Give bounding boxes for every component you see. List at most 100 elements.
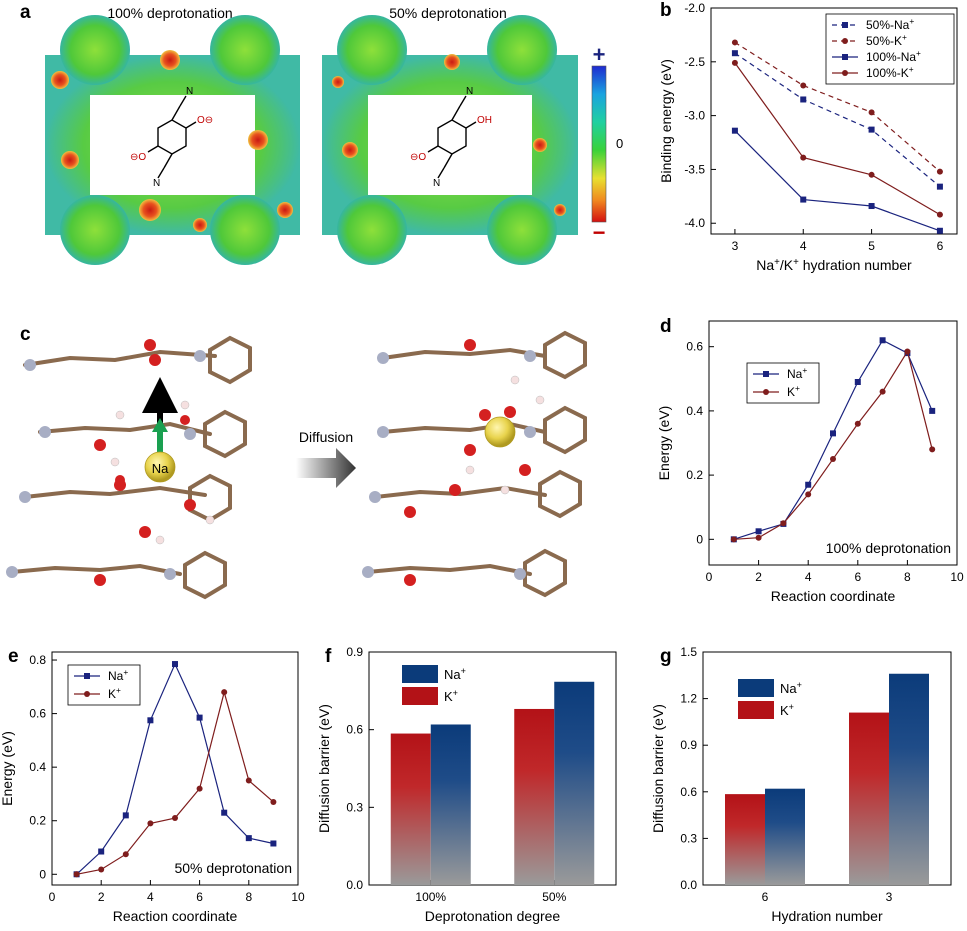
series-line — [734, 130, 941, 232]
chart-g-ytick-label: 1.5 — [680, 645, 697, 659]
panel-a-letter: a — [20, 2, 31, 23]
data-point — [172, 661, 178, 668]
chart-e-xlabel: Reaction coordinate — [113, 908, 238, 924]
data-point — [800, 96, 807, 103]
chart-d-xtick-label: 10 — [950, 570, 964, 584]
data-point — [221, 689, 228, 696]
data-point — [929, 407, 936, 414]
legend-label: Na+ — [108, 667, 128, 683]
chart-f-ytick-label: 0.9 — [346, 645, 363, 659]
chart-g-ytick-label: 0.6 — [680, 785, 697, 799]
esp-map-100 — [45, 15, 300, 265]
esp-map-50 — [322, 15, 578, 265]
chart-d-frame — [708, 320, 958, 566]
chart-d-xtick-label: 0 — [706, 570, 713, 584]
data-point — [800, 154, 807, 161]
chart-d-xtick-label: 6 — [854, 570, 861, 584]
series-k- — [73, 689, 277, 878]
data-point — [879, 337, 886, 344]
chart-b-ytick-label: -2.5 — [684, 55, 705, 69]
chart-f-xlabel: Deprotonation degree — [425, 908, 561, 924]
chart-g-ytick-label: 0.3 — [680, 831, 697, 845]
chart-d-legend: Na+ K+ — [746, 362, 820, 404]
diffusion-label: Diffusion — [299, 429, 353, 445]
chart-g-xtick-label: 6 — [762, 890, 769, 904]
chart-e-letter: e — [8, 646, 19, 667]
chart-f: 0.0 0.3 0.6 0.9 100% 50% Deprotonation degree D… — [316, 645, 617, 924]
data-point — [122, 851, 129, 858]
data-point — [805, 481, 812, 488]
series-50-na- — [731, 50, 943, 190]
chart-b-xtick-label: 3 — [732, 239, 739, 253]
legend-label: 100%-Na+ — [866, 48, 921, 64]
data-point — [245, 777, 252, 784]
chart-b-ylabel: Binding energy (eV) — [658, 59, 674, 183]
data-point — [830, 456, 836, 463]
data-point — [854, 420, 861, 427]
chart-b: -2.0 -2.5 -3.0 -3.5 -4.0 3 4 5 6 Na+/K+ hydration… — [658, 0, 958, 273]
legend-label: K+ — [444, 688, 458, 704]
data-point — [854, 379, 861, 385]
data-point — [730, 536, 737, 543]
chart-e-ytick-label: 0 — [39, 867, 46, 881]
chart-e-xtick-label: 0 — [49, 890, 56, 904]
legend-label: Na+ — [444, 666, 466, 682]
data-point — [731, 59, 738, 66]
chart-b-xtick-label: 5 — [868, 239, 875, 253]
chart-e-xtick-label: 6 — [196, 890, 203, 904]
data-point — [868, 203, 875, 210]
data-point — [830, 430, 836, 437]
data-point — [904, 348, 911, 355]
data-point — [731, 127, 738, 134]
legend-label: K+ — [787, 383, 800, 399]
data-point — [755, 528, 762, 535]
legend-marker — [842, 38, 848, 44]
structure-initial: Na — [6, 335, 252, 600]
chart-d-ylabel: Energy (eV) — [656, 406, 672, 481]
data-point — [868, 171, 875, 178]
data-point — [868, 126, 875, 133]
chart-g-letter: g — [660, 646, 672, 667]
chart-f-frame — [368, 651, 617, 886]
chart-g-ylabel: Diffusion barrier (eV) — [650, 704, 666, 833]
chart-b-ytick-label: -4.0 — [684, 216, 705, 230]
diffusion-arrow: Diffusion — [296, 429, 356, 488]
series-line — [76, 689, 274, 875]
data-point — [936, 227, 943, 234]
data-point — [73, 871, 80, 878]
data-point — [731, 50, 738, 57]
chart-e-ytick-label: 0.4 — [29, 760, 46, 774]
legend-swatch — [738, 679, 774, 697]
linker-molecule-100: N N O⊖ ⊖O — [130, 86, 213, 189]
chart-f-letter: f — [325, 646, 332, 667]
legend-label: Na+ — [787, 365, 807, 381]
data-point — [196, 714, 203, 721]
chart-e-ytick-label: 0.6 — [29, 707, 46, 721]
data-point — [270, 840, 277, 847]
legend-marker — [842, 70, 848, 76]
bar-na — [765, 788, 805, 885]
legend-marker — [763, 389, 769, 395]
legend-marker — [84, 691, 90, 697]
chart-e-xtick-label: 4 — [147, 890, 154, 904]
bar-k — [514, 708, 555, 885]
chart-f-ytick-label: 0.0 — [346, 878, 363, 892]
svg-text:N: N — [466, 86, 473, 97]
legend-label: Na+ — [780, 680, 802, 696]
chart-d-xtick-label: 8 — [904, 570, 911, 584]
chart-f-ylabel: Diffusion barrier (eV) — [316, 704, 332, 833]
chart-e-ylabel: Energy (eV) — [0, 731, 15, 806]
chart-g-frame — [702, 651, 952, 886]
data-point — [800, 196, 807, 203]
chart-d-ytick-label: 0 — [696, 532, 703, 546]
chart-b-frame — [710, 7, 958, 235]
chart-g-xlabel: Hydration number — [771, 908, 883, 924]
bar-na — [554, 681, 595, 885]
series-line — [734, 52, 941, 188]
chart-e-legend: Na+ K+ — [67, 664, 141, 706]
series-line — [734, 41, 941, 173]
data-point — [122, 812, 129, 819]
chart-e-xtick-label: 2 — [98, 890, 105, 904]
data-point — [936, 168, 943, 175]
chart-d-ytick-label: 0.4 — [686, 404, 703, 418]
